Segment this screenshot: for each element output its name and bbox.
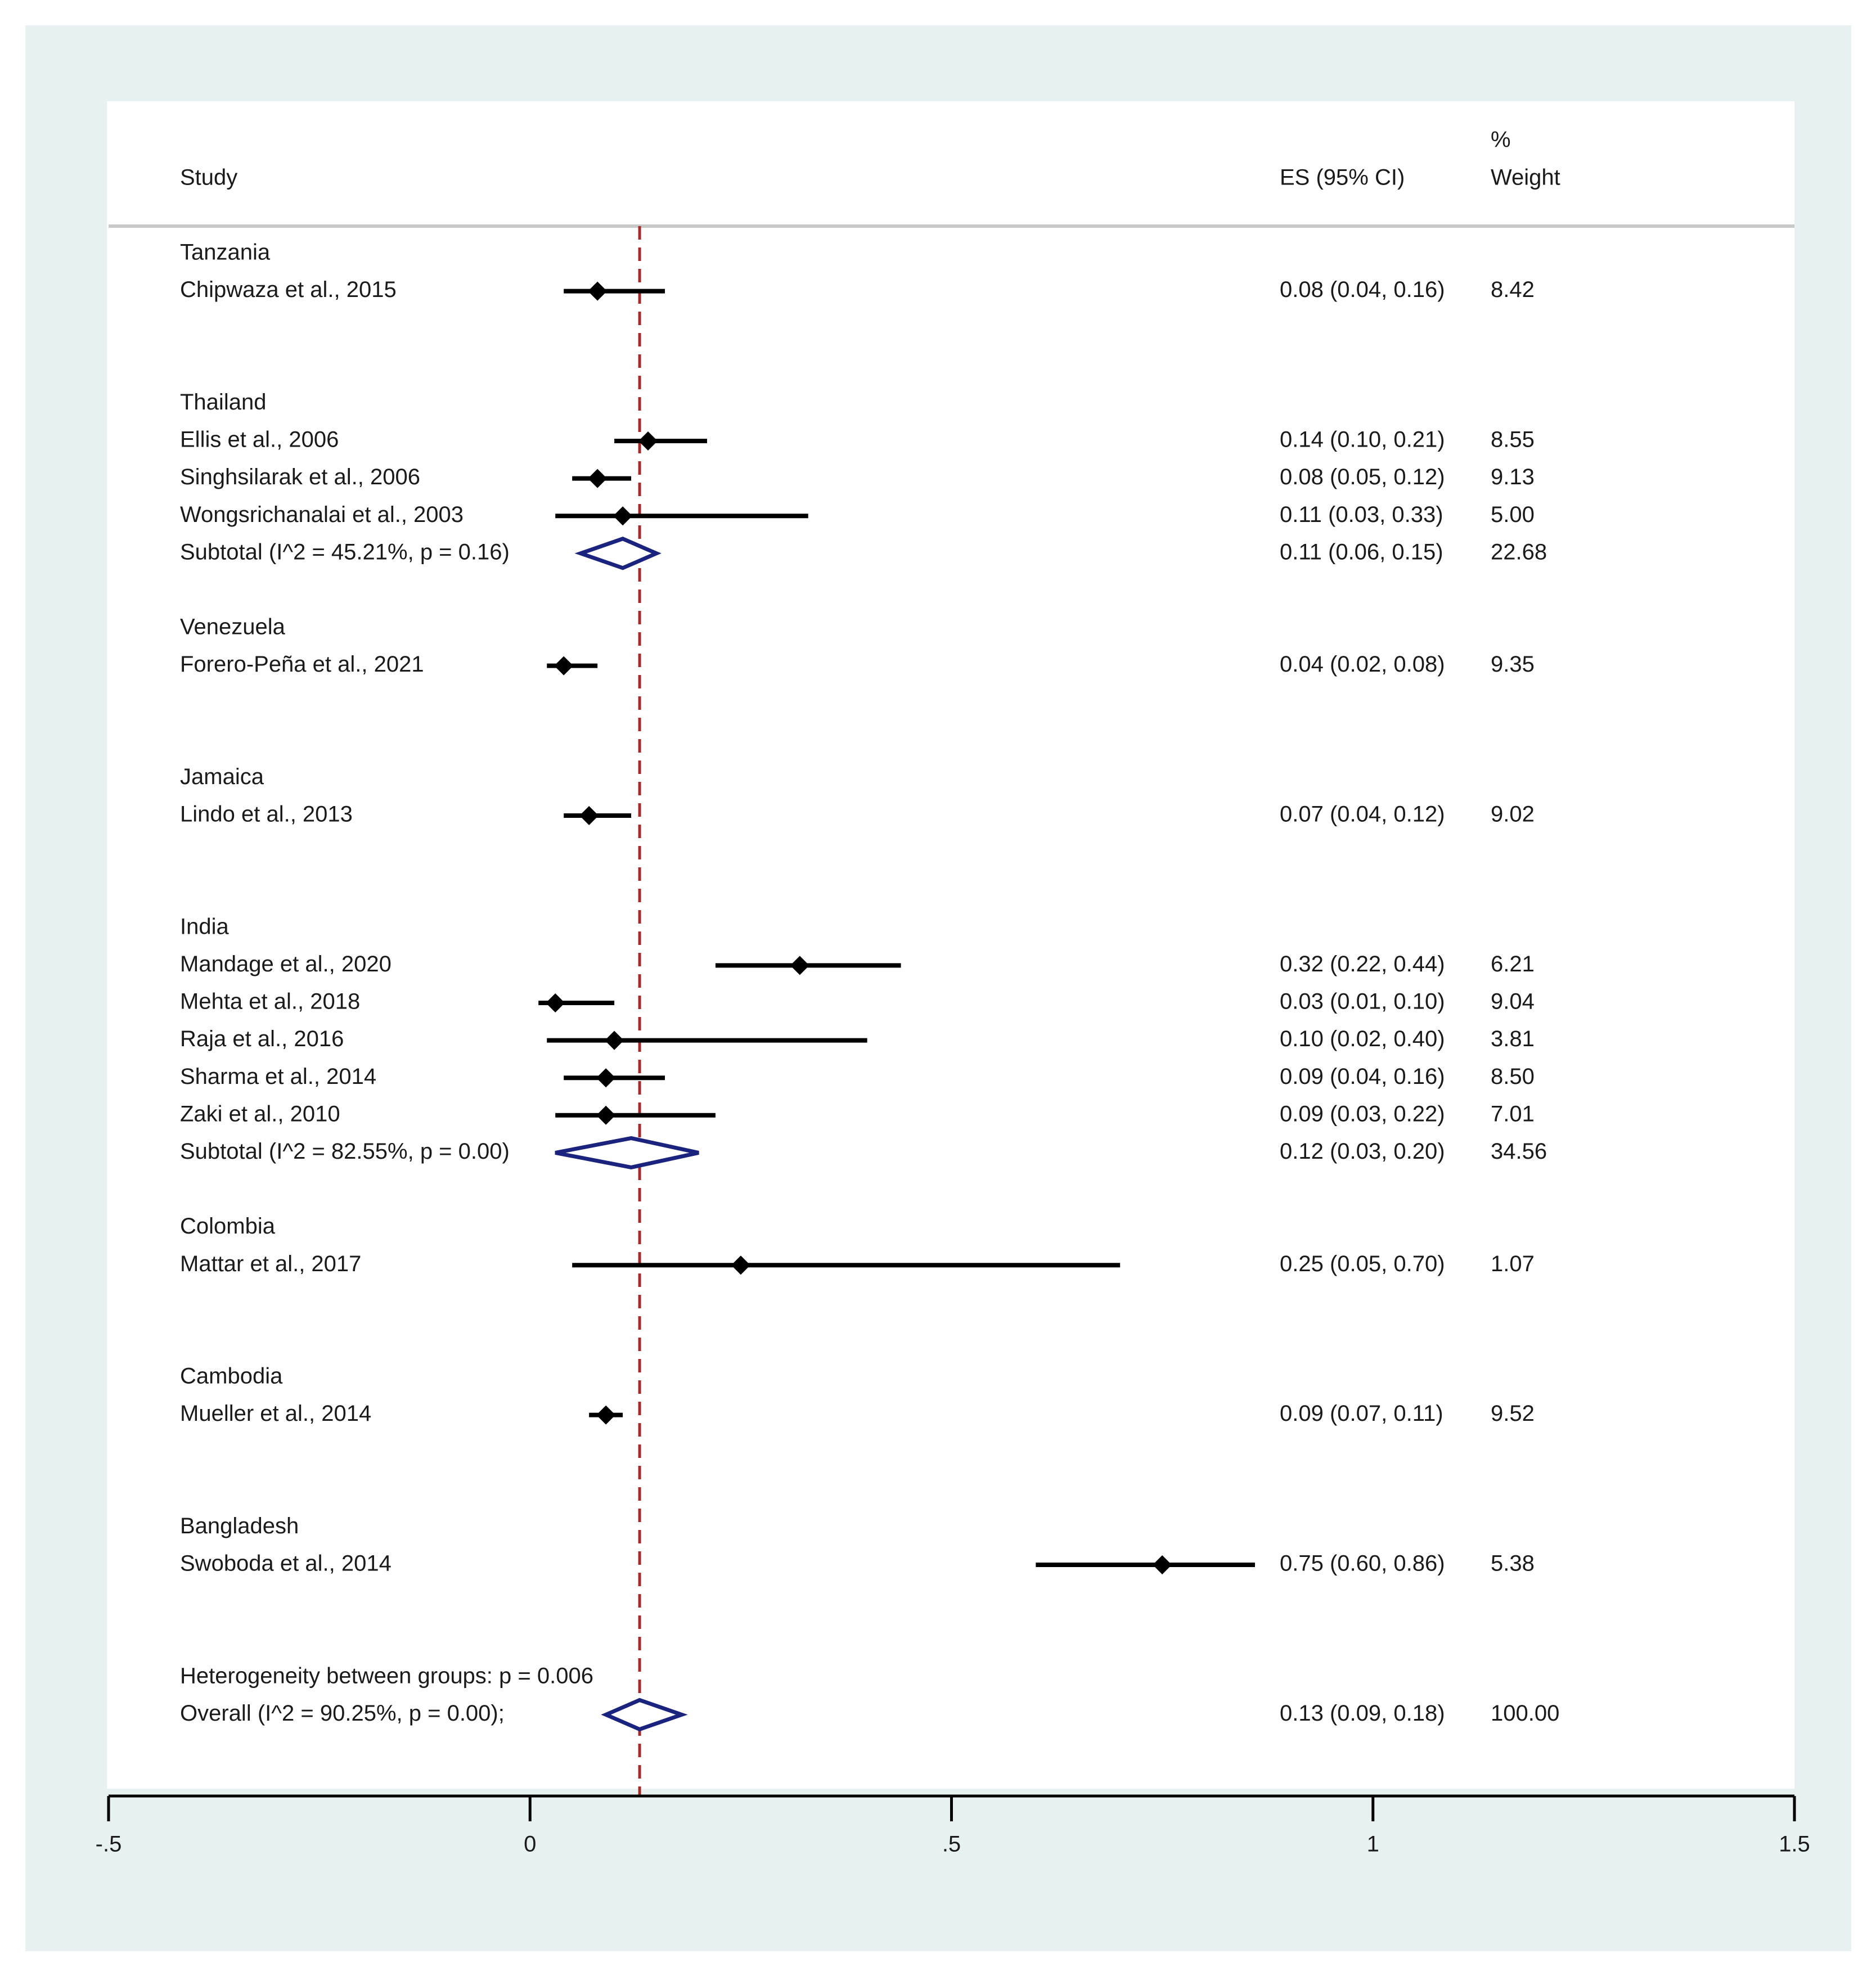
header-weight-percent: % — [1491, 128, 1511, 152]
overall-label: Overall (I^2 = 90.25%, p = 0.00); — [180, 1701, 505, 1726]
es-ci-value: 0.10 (0.02, 0.40) — [1280, 1027, 1445, 1051]
weight-value: 22.68 — [1491, 539, 1547, 564]
weight-value: 8.50 — [1491, 1064, 1535, 1089]
header-study: Study — [180, 165, 237, 190]
weight-value: 9.13 — [1491, 465, 1535, 489]
weight-value: 100.00 — [1491, 1701, 1559, 1726]
weight-value: 7.01 — [1491, 1101, 1535, 1126]
study-label: Swoboda et al., 2014 — [180, 1551, 392, 1576]
point-estimate-marker — [596, 1405, 616, 1425]
header-es-ci: ES (95% CI) — [1280, 165, 1405, 190]
study-label: Sharma et al., 2014 — [180, 1064, 376, 1089]
es-ci-value: 0.07 (0.04, 0.12) — [1280, 802, 1445, 827]
point-estimate-marker — [546, 993, 565, 1012]
es-ci-value: 0.04 (0.02, 0.08) — [1280, 652, 1445, 677]
es-ci-value: 0.12 (0.03, 0.20) — [1280, 1139, 1445, 1164]
weight-value: 34.56 — [1491, 1139, 1547, 1164]
es-ci-value: 0.08 (0.04, 0.16) — [1280, 277, 1445, 302]
subtotal-diamond — [574, 537, 662, 570]
x-axis-tick-label: 1.5 — [1779, 1832, 1810, 1857]
group-label: Thailand — [180, 390, 266, 415]
point-estimate-marker — [579, 806, 599, 825]
weight-value: 9.02 — [1491, 802, 1535, 827]
weight-value: 6.21 — [1491, 952, 1535, 976]
x-axis-tick-label: 1 — [1367, 1832, 1379, 1857]
es-ci-value: 0.25 (0.05, 0.70) — [1280, 1252, 1445, 1276]
study-label: Mehta et al., 2018 — [180, 989, 360, 1014]
plot-panel — [107, 101, 1794, 1789]
study-label: Zaki et al., 2010 — [180, 1101, 340, 1126]
es-ci-value: 0.08 (0.05, 0.12) — [1280, 465, 1445, 489]
es-ci-value: 0.03 (0.01, 0.10) — [1280, 989, 1445, 1014]
study-label: Ellis et al., 2006 — [180, 427, 339, 452]
study-label: Raja et al., 2016 — [180, 1027, 344, 1051]
subtotal-diamond — [555, 1136, 699, 1169]
header-weight: Weight — [1491, 165, 1560, 190]
weight-value: 3.81 — [1491, 1027, 1535, 1051]
point-estimate-marker — [596, 1105, 616, 1125]
x-axis-tick-label: 0 — [524, 1832, 536, 1857]
es-ci-value: 0.14 (0.10, 0.21) — [1280, 427, 1445, 452]
es-ci-value: 0.09 (0.07, 0.11) — [1280, 1401, 1443, 1426]
weight-value: 9.52 — [1491, 1401, 1535, 1426]
x-axis-tick-label: .5 — [942, 1832, 961, 1857]
es-ci-value: 0.11 (0.06, 0.15) — [1280, 539, 1443, 564]
es-ci-value: 0.09 (0.04, 0.16) — [1280, 1064, 1445, 1089]
weight-value: 5.38 — [1491, 1551, 1535, 1576]
weight-value: 5.00 — [1491, 502, 1535, 527]
group-label: Bangladesh — [180, 1514, 299, 1538]
es-ci-value: 0.32 (0.22, 0.44) — [1280, 952, 1445, 976]
point-estimate-marker — [790, 956, 809, 975]
group-label: Venezuela — [180, 615, 286, 640]
weight-value: 1.07 — [1491, 1252, 1535, 1276]
study-label: Chipwaza et al., 2015 — [180, 277, 397, 302]
subtotal-label: Subtotal (I^2 = 82.55%, p = 0.00) — [180, 1139, 510, 1164]
point-estimate-marker — [638, 431, 658, 451]
group-label: India — [180, 914, 229, 939]
es-ci-value: 0.09 (0.03, 0.22) — [1280, 1101, 1445, 1126]
group-label: Tanzania — [180, 240, 271, 265]
study-label: Mattar et al., 2017 — [180, 1252, 361, 1276]
overall-diamond — [601, 1698, 688, 1732]
group-label: Cambodia — [180, 1364, 283, 1389]
point-estimate-marker — [588, 281, 608, 301]
study-label: Mueller et al., 2014 — [180, 1401, 371, 1426]
es-ci-value: 0.11 (0.03, 0.33) — [1280, 502, 1443, 527]
point-estimate-marker — [1153, 1555, 1172, 1574]
heterogeneity-label: Heterogeneity between groups: p = 0.006 — [180, 1663, 593, 1688]
study-label: Mandage et al., 2020 — [180, 952, 392, 976]
group-label: Jamaica — [180, 764, 264, 789]
x-axis-tick-label: -.5 — [96, 1832, 122, 1857]
point-estimate-marker — [605, 1030, 624, 1050]
group-label: Colombia — [180, 1214, 276, 1239]
subtotal-label: Subtotal (I^2 = 45.21%, p = 0.16) — [180, 539, 510, 564]
es-ci-value: 0.75 (0.60, 0.86) — [1280, 1551, 1445, 1576]
weight-value: 9.04 — [1491, 989, 1535, 1014]
es-ci-value: 0.13 (0.09, 0.18) — [1280, 1701, 1445, 1726]
point-estimate-marker — [731, 1255, 750, 1275]
study-label: Forero-Peña et al., 2021 — [180, 652, 424, 677]
study-label: Lindo et al., 2013 — [180, 802, 353, 827]
point-estimate-marker — [588, 469, 608, 488]
weight-value: 8.55 — [1491, 427, 1535, 452]
weight-value: 8.42 — [1491, 277, 1535, 302]
point-estimate-marker — [554, 656, 574, 676]
point-estimate-marker — [596, 1068, 616, 1088]
study-label: Singhsilarak et al., 2006 — [180, 465, 420, 489]
point-estimate-marker — [613, 506, 633, 526]
study-label: Wongsrichanalai et al., 2003 — [180, 502, 464, 527]
weight-value: 9.35 — [1491, 652, 1535, 677]
